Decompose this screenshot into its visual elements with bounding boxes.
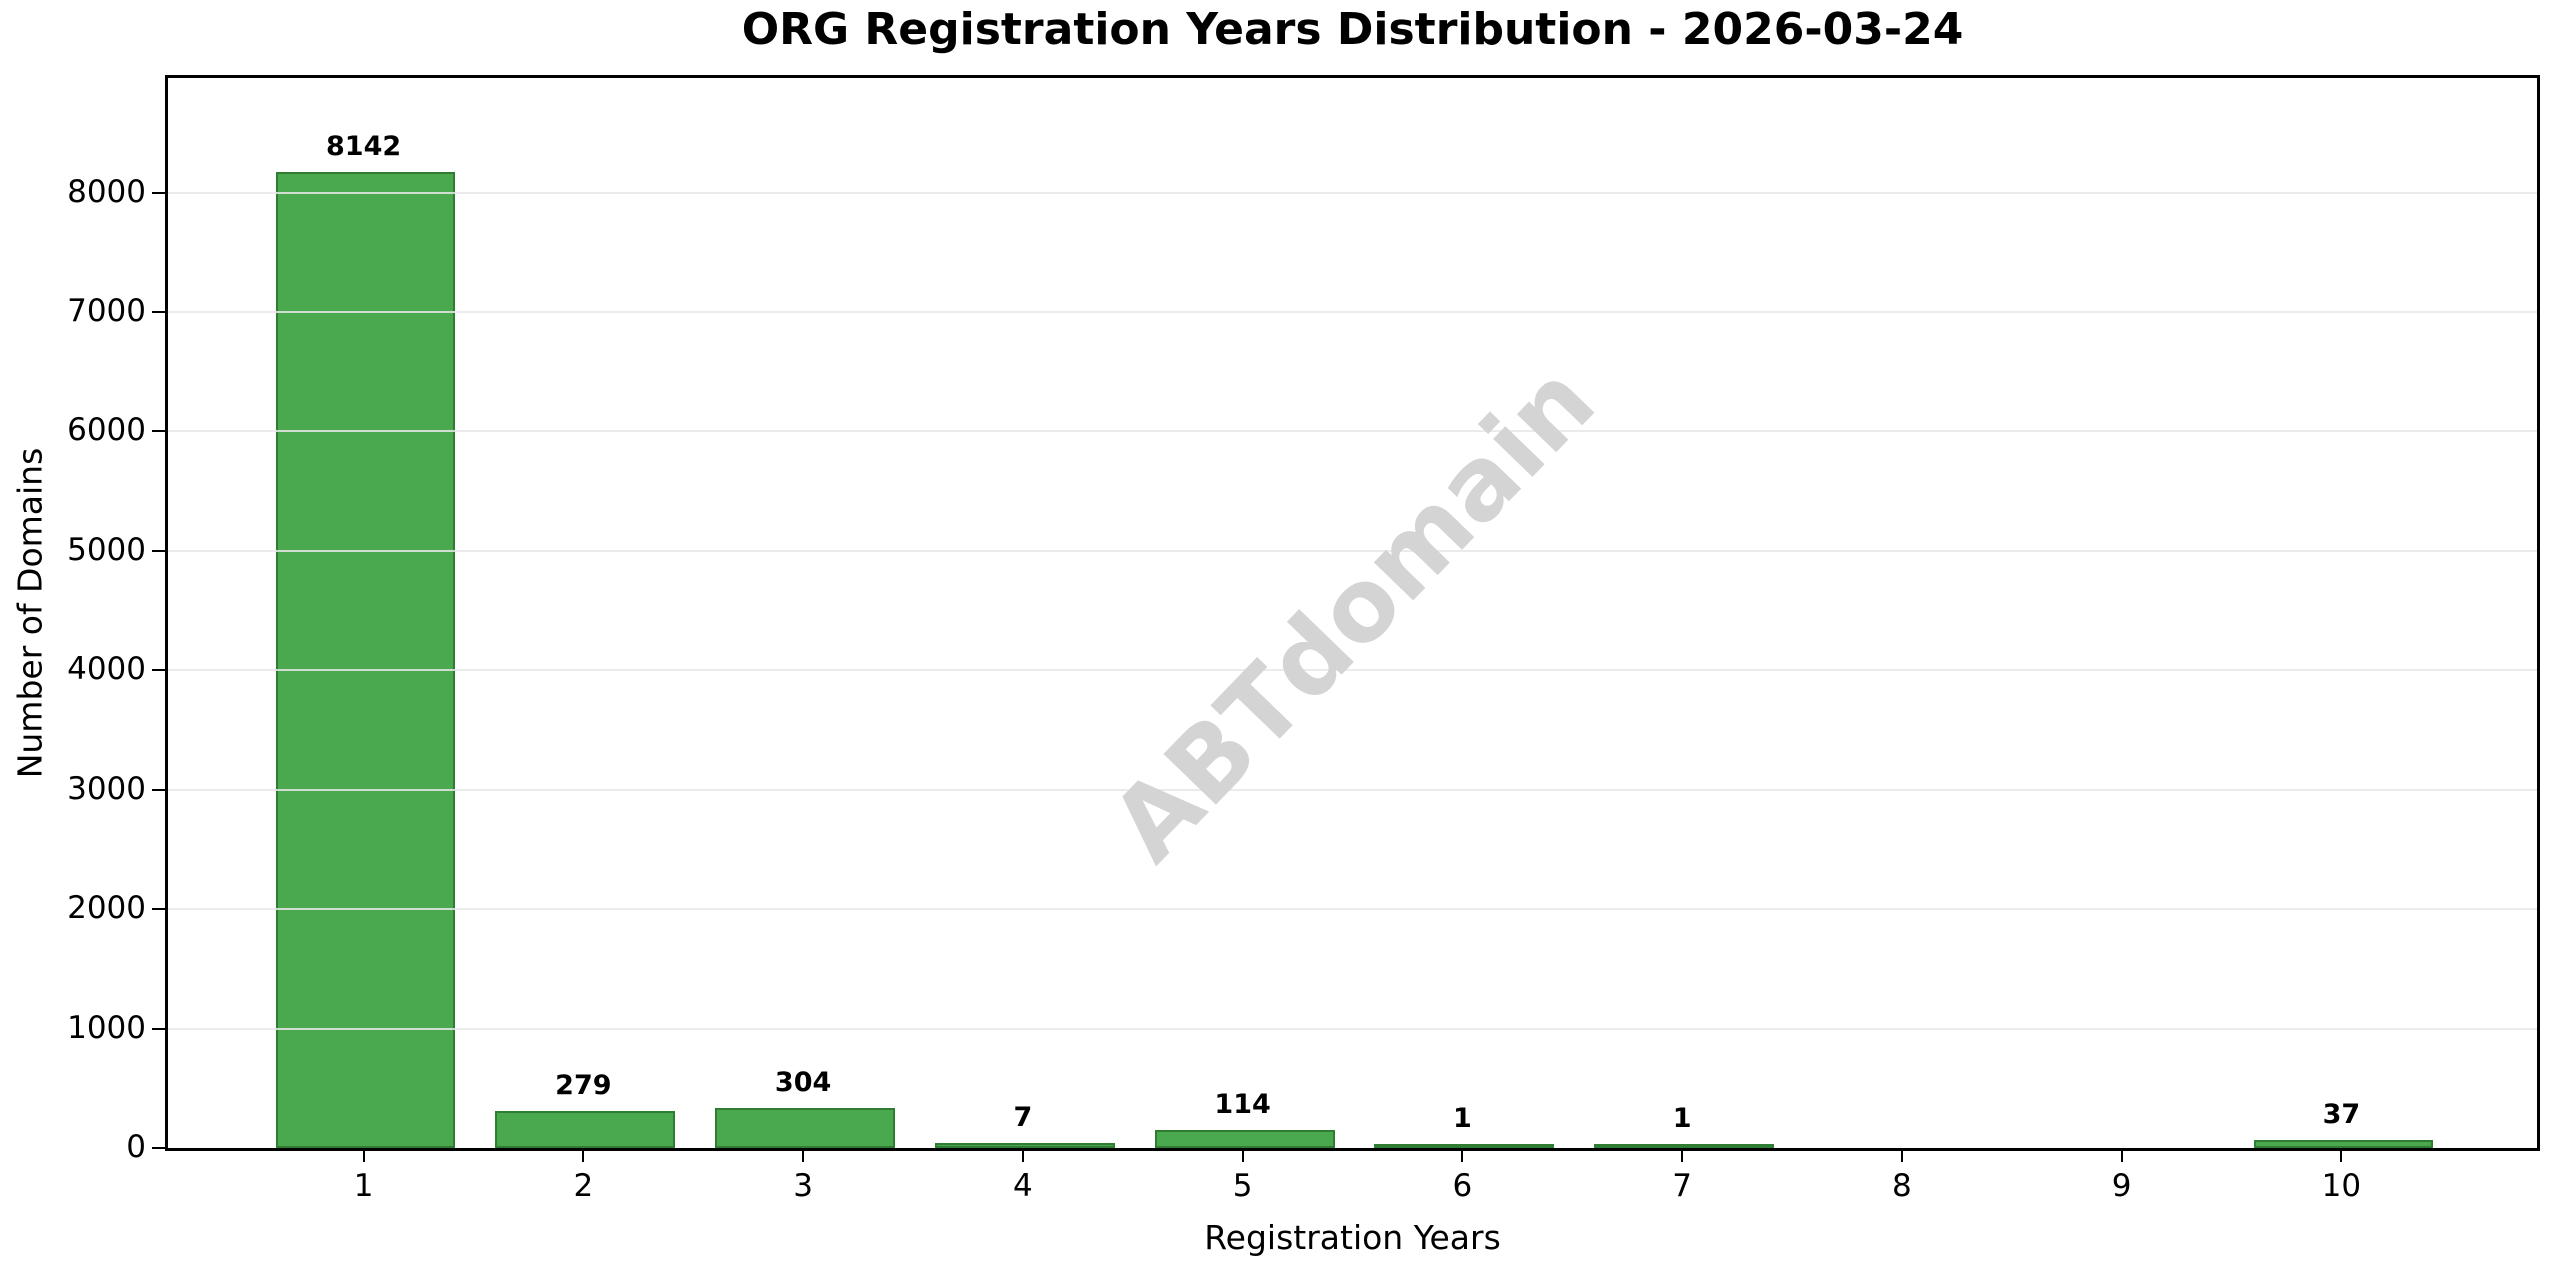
chart-title: ORG Registration Years Distribution - 20… <box>741 4 1964 55</box>
y-tick-label: 6000 <box>67 412 146 449</box>
y-tick-mark <box>152 549 165 552</box>
y-tick-label: 1000 <box>67 1009 146 1046</box>
x-tick-mark <box>582 1151 585 1162</box>
x-tick-label: 8 <box>1892 1168 1912 1204</box>
bar <box>1154 1130 1335 1148</box>
gridline <box>168 430 2537 433</box>
y-tick-label: 4000 <box>67 651 146 688</box>
y-axis-label: Number of Domains <box>10 447 50 779</box>
y-tick-mark <box>152 669 165 672</box>
gridline <box>168 549 2537 552</box>
y-tick-mark <box>152 1027 165 1030</box>
gridline <box>168 669 2537 672</box>
gridline <box>168 908 2537 911</box>
x-tick-label: 6 <box>1452 1168 1473 1204</box>
bar <box>934 1143 1115 1148</box>
plot-area: ABTdomain 8142 279 304 7 114 1 1 37 <box>165 75 2540 1151</box>
gridline <box>168 311 2537 314</box>
x-tick-label: 2 <box>573 1168 594 1204</box>
x-tick-label: 3 <box>793 1168 813 1204</box>
watermark-text: ABTdomain <box>1088 342 1617 884</box>
x-tick-label: 10 <box>2321 1168 2362 1204</box>
y-tick-label: 7000 <box>67 293 146 330</box>
gridline <box>168 1027 2537 1030</box>
x-tick-mark <box>362 1151 365 1162</box>
bar-value-label: 8142 <box>326 130 402 162</box>
x-tick-label: 9 <box>2111 1168 2132 1204</box>
y-tick-label: 2000 <box>67 890 146 927</box>
x-tick-mark <box>1900 1151 1903 1162</box>
y-tick-mark <box>152 430 165 433</box>
bar <box>275 171 456 1148</box>
bar-value-label: 279 <box>555 1069 612 1101</box>
x-tick-mark <box>2340 1151 2343 1162</box>
x-axis-label: Registration Years <box>1204 1218 1501 1257</box>
bar <box>1594 1143 1775 1148</box>
x-tick-mark <box>1681 1151 1684 1162</box>
y-tick-mark <box>152 1147 165 1149</box>
bar-value-label: 1 <box>1452 1102 1472 1134</box>
x-tick-label: 4 <box>1012 1168 1033 1204</box>
x-tick-mark <box>2120 1151 2123 1162</box>
x-tick-label: 5 <box>1232 1168 1253 1204</box>
x-tick-label: 7 <box>1672 1168 1692 1204</box>
y-tick-label: 5000 <box>67 531 146 568</box>
bar-value-label: 37 <box>2322 1098 2361 1130</box>
y-tick-label: 0 <box>126 1129 146 1165</box>
x-tick-mark <box>802 1151 805 1162</box>
x-tick-label: 1 <box>353 1168 374 1204</box>
x-tick-mark <box>1021 1151 1024 1162</box>
y-tick-mark <box>152 908 165 911</box>
bar-value-label: 1 <box>1672 1102 1692 1134</box>
x-tick-mark <box>1241 1151 1244 1162</box>
bar <box>715 1107 895 1148</box>
gridline <box>168 191 2537 194</box>
y-tick-mark <box>152 311 165 314</box>
y-tick-mark <box>152 788 165 791</box>
bar-value-label: 7 <box>1013 1102 1033 1134</box>
bar <box>1374 1143 1555 1148</box>
bar-value-label: 304 <box>774 1066 832 1098</box>
bar-value-label: 114 <box>1214 1089 1271 1121</box>
gridline <box>168 788 2537 791</box>
y-tick-mark <box>152 191 165 194</box>
y-tick-label: 3000 <box>67 770 146 807</box>
bar <box>495 1110 676 1148</box>
y-tick-label: 8000 <box>67 173 146 210</box>
bar <box>2253 1139 2434 1148</box>
x-tick-mark <box>1461 1151 1464 1162</box>
